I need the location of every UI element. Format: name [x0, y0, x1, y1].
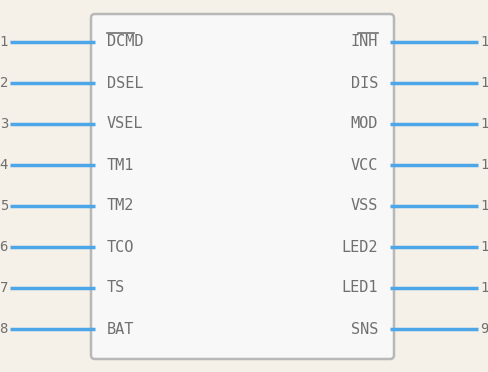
Text: 10: 10: [480, 281, 488, 295]
Text: MOD: MOD: [350, 116, 378, 131]
Text: INH: INH: [350, 35, 378, 49]
Text: SNS: SNS: [350, 321, 378, 337]
Text: VCC: VCC: [350, 157, 378, 173]
Text: 14: 14: [480, 117, 488, 131]
Text: LED2: LED2: [342, 240, 378, 254]
Text: 1: 1: [0, 35, 8, 49]
Text: BAT: BAT: [107, 321, 134, 337]
Text: VSEL: VSEL: [107, 116, 143, 131]
Text: DIS: DIS: [350, 76, 378, 90]
Text: TS: TS: [107, 280, 125, 295]
Text: 13: 13: [480, 158, 488, 172]
Text: 15: 15: [480, 76, 488, 90]
Text: 7: 7: [0, 281, 8, 295]
Text: TCO: TCO: [107, 240, 134, 254]
Text: 2: 2: [0, 76, 8, 90]
Text: VSS: VSS: [350, 199, 378, 214]
Text: 5: 5: [0, 199, 8, 213]
Text: TM1: TM1: [107, 157, 134, 173]
Text: 16: 16: [480, 35, 488, 49]
Text: DCMD: DCMD: [107, 35, 143, 49]
Text: 3: 3: [0, 117, 8, 131]
Text: 11: 11: [480, 240, 488, 254]
FancyBboxPatch shape: [91, 14, 394, 359]
Text: TM2: TM2: [107, 199, 134, 214]
Text: 6: 6: [0, 240, 8, 254]
Text: 9: 9: [480, 322, 488, 336]
Text: DSEL: DSEL: [107, 76, 143, 90]
Text: LED1: LED1: [342, 280, 378, 295]
Text: 8: 8: [0, 322, 8, 336]
Text: 12: 12: [480, 199, 488, 213]
Text: 4: 4: [0, 158, 8, 172]
